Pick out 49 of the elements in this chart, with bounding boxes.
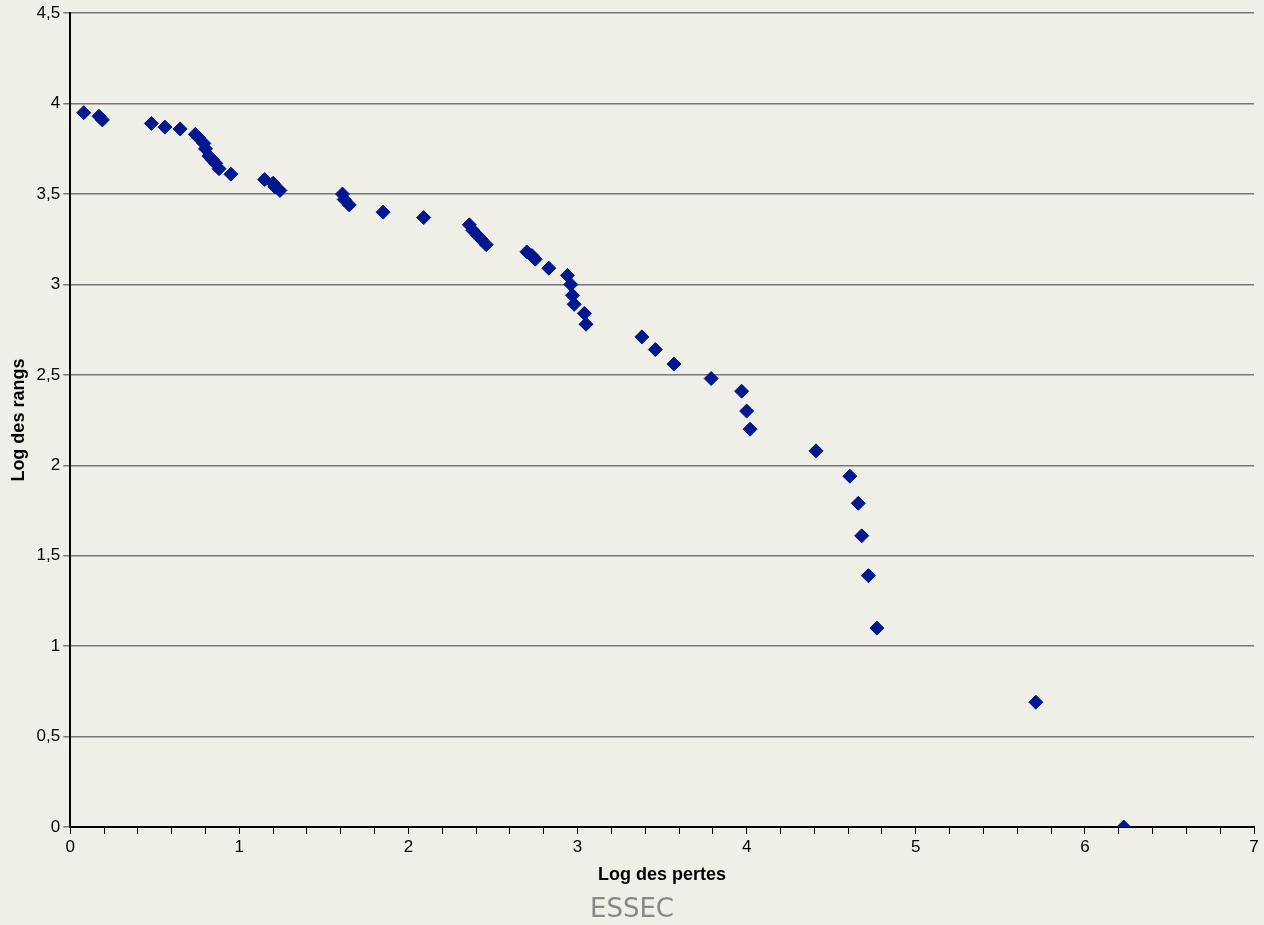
y-tick-label: 3 — [50, 274, 61, 294]
point — [143, 116, 159, 132]
x-tick-label: 0 — [65, 836, 75, 856]
point — [842, 468, 858, 484]
point — [666, 356, 682, 372]
point — [478, 237, 494, 253]
x-tick-label: 3 — [572, 836, 583, 856]
y-tick-label: 0 — [50, 816, 61, 836]
point — [703, 371, 719, 387]
text: ESSEC — [589, 893, 675, 923]
point — [578, 316, 594, 332]
point — [76, 105, 92, 121]
y-axis-title: Log des rangs — [7, 358, 28, 482]
y-tick-label: 2,5 — [36, 364, 61, 384]
point — [94, 112, 110, 128]
point — [854, 528, 870, 544]
y-tick-label: 1,5 — [36, 545, 61, 565]
y-tick-label: 2 — [50, 455, 61, 474]
point — [341, 197, 357, 213]
x-tick-label: 1 — [234, 836, 245, 856]
point — [157, 119, 173, 135]
x-tick-label: 7 — [1249, 836, 1259, 856]
point — [172, 121, 188, 137]
y-tick-label: 0,5 — [36, 726, 61, 746]
point — [808, 443, 824, 459]
point — [563, 276, 579, 292]
y-tick-label: 4,5 — [36, 2, 61, 22]
x-tick-label: 6 — [1080, 836, 1090, 856]
point — [1028, 694, 1044, 710]
point — [541, 260, 557, 276]
point — [576, 305, 592, 321]
x-axis-title: Log des pertes — [598, 864, 727, 885]
x-tick-label: 4 — [741, 836, 752, 856]
y-tick-label: 3,5 — [36, 183, 61, 203]
point — [742, 421, 758, 437]
point — [647, 342, 663, 358]
x-tick-label: 2 — [403, 836, 414, 856]
point — [869, 620, 885, 636]
point — [860, 568, 876, 584]
y-tick-label: 4 — [50, 93, 61, 113]
point — [416, 210, 432, 226]
point — [634, 329, 650, 345]
point — [850, 495, 866, 511]
point — [375, 204, 391, 220]
point — [739, 403, 755, 419]
point — [734, 383, 750, 399]
y-tick-label: 1 — [50, 635, 61, 655]
point — [223, 166, 239, 182]
x-tick-label: 5 — [911, 836, 921, 856]
